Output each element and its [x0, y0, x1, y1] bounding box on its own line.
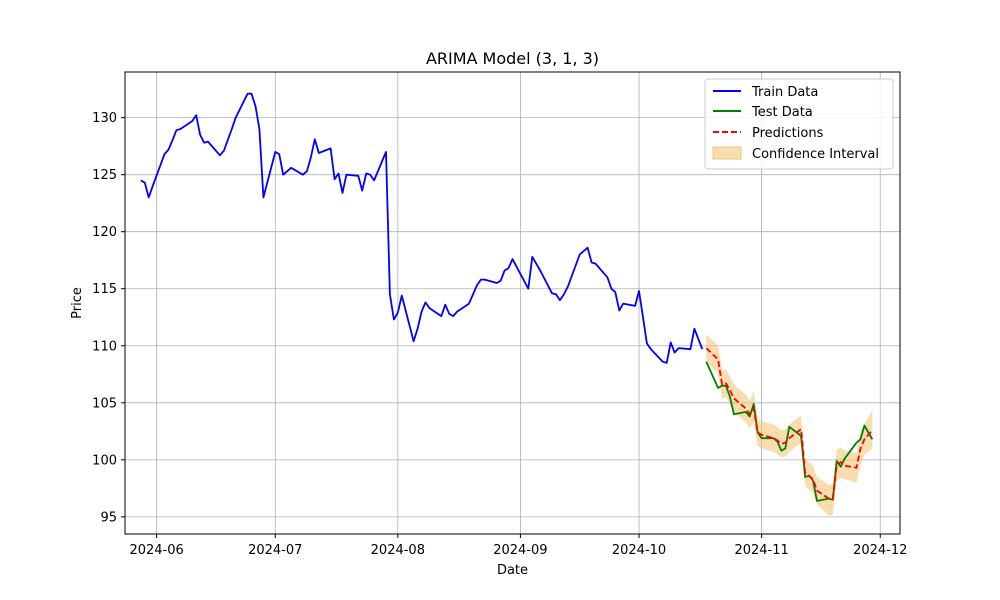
- x-tick-label: 2024-06: [129, 543, 183, 558]
- y-tick-label: 100: [92, 453, 117, 468]
- legend-box: [704, 78, 894, 170]
- x-tick-label: 2024-11: [734, 543, 788, 558]
- y-tick-label: 125: [92, 168, 117, 183]
- grid-lines: [125, 72, 900, 534]
- chart-title: ARIMA Model (3, 1, 3): [426, 49, 599, 68]
- confidence-interval-band: [706, 334, 873, 516]
- x-tick-label: 2024-12: [853, 543, 907, 558]
- series-lines-layer: [140, 92, 874, 502]
- x-axis-label: Date: [497, 563, 528, 578]
- x-tick-label: 2024-07: [248, 543, 302, 558]
- legend-label-predictions: Predictions: [752, 126, 824, 141]
- test-data-line: [705, 361, 874, 502]
- legend: Train Data Test Data Predictions Confide…: [704, 78, 894, 170]
- y-tick-label: 105: [92, 396, 117, 411]
- y-tick-label: 110: [92, 339, 117, 354]
- y-axis-label: Price: [70, 287, 85, 319]
- train-data-line: [140, 92, 704, 364]
- legend-label-ci: Confidence Interval: [752, 147, 879, 162]
- confidence-interval-layer: [706, 334, 873, 516]
- y-tick-label: 120: [92, 225, 117, 240]
- x-tick-label: 2024-09: [493, 543, 547, 558]
- y-tick-label: 115: [92, 282, 117, 297]
- y-tick-label: 130: [92, 111, 117, 126]
- legend-label-test: Test Data: [751, 105, 813, 120]
- y-tick-label: 95: [100, 510, 117, 525]
- x-tick-label: 2024-10: [612, 543, 666, 558]
- x-tick-label: 2024-08: [371, 543, 425, 558]
- y-axis-ticks: 95 100 105 110 115 120 125 130: [92, 111, 125, 525]
- legend-label-train: Train Data: [751, 85, 818, 100]
- predictions-line: [705, 347, 873, 500]
- plot-area-frame: [124, 71, 901, 535]
- x-axis-ticks: 2024-06 2024-07 2024-08 2024-09 2024-10 2024-…: [129, 534, 907, 558]
- legend-swatch-ci: [712, 146, 742, 160]
